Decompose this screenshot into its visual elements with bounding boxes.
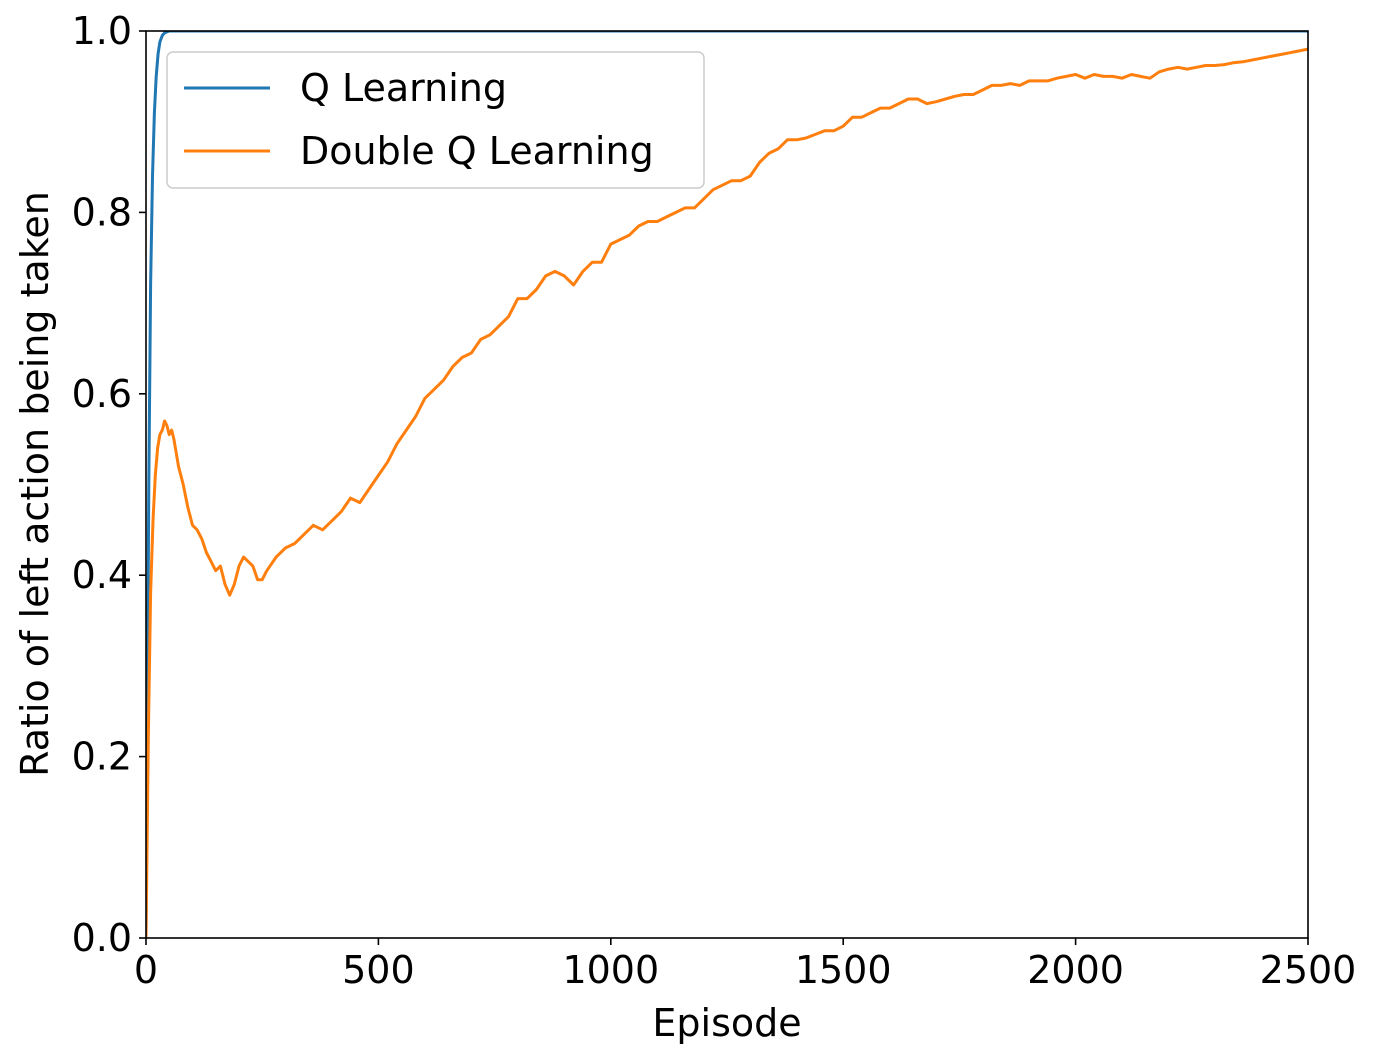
legend-label-q-learning: Q Learning <box>300 66 507 110</box>
y-tick-label: 0.2 <box>72 735 132 779</box>
y-tick-label: 0.6 <box>72 372 132 416</box>
x-tick-label: 1500 <box>795 948 892 992</box>
legend-label-double-q-learning: Double Q Learning <box>300 129 654 173</box>
legend-box <box>166 51 705 189</box>
x-tick-label: 1000 <box>562 948 659 992</box>
y-axis-label: Ratio of left action being taken <box>13 191 57 777</box>
x-tick-label: 2500 <box>1260 948 1357 992</box>
y-tick-label: 0.4 <box>72 553 132 597</box>
series-line-1 <box>146 47 1308 938</box>
y-tick-label: 1.0 <box>72 9 132 53</box>
y-tick-label: 0.8 <box>72 190 132 234</box>
x-tick-label: 500 <box>342 948 415 992</box>
series-line-0 <box>146 31 1308 938</box>
plot-frame <box>145 30 1309 939</box>
y-tick-label: 0.0 <box>72 916 132 960</box>
x-tick-label: 0 <box>134 948 158 992</box>
x-tick-label: 2000 <box>1027 948 1124 992</box>
legend: Q Learning Double Q Learning <box>166 51 705 189</box>
x-axis-label: Episode <box>652 1001 801 1045</box>
